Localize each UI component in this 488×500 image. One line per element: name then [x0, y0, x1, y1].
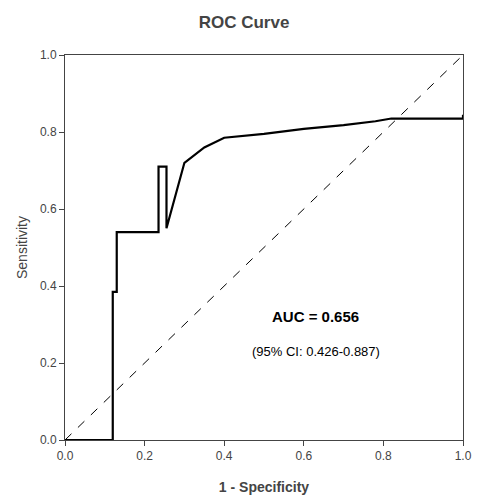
svg-text:1 - Specificity: 1 - Specificity	[219, 479, 309, 495]
svg-text:0.8: 0.8	[40, 125, 57, 139]
svg-text:0.6: 0.6	[40, 202, 57, 216]
svg-text:0.6: 0.6	[295, 449, 312, 463]
svg-text:AUC = 0.656: AUC = 0.656	[272, 308, 359, 325]
svg-text:ROC Curve: ROC Curve	[199, 13, 290, 32]
svg-text:0.2: 0.2	[136, 449, 153, 463]
svg-text:(95% CI: 0.426-0.887): (95% CI: 0.426-0.887)	[252, 344, 380, 359]
svg-text:1.0: 1.0	[455, 449, 472, 463]
svg-text:0.4: 0.4	[216, 449, 233, 463]
svg-text:0.4: 0.4	[40, 279, 57, 293]
svg-text:0.8: 0.8	[375, 449, 392, 463]
svg-text:Sensitivity: Sensitivity	[14, 216, 30, 279]
svg-text:0.0: 0.0	[40, 433, 57, 447]
svg-text:1.0: 1.0	[40, 48, 57, 62]
svg-text:0.2: 0.2	[40, 356, 57, 370]
svg-text:0.0: 0.0	[57, 449, 74, 463]
